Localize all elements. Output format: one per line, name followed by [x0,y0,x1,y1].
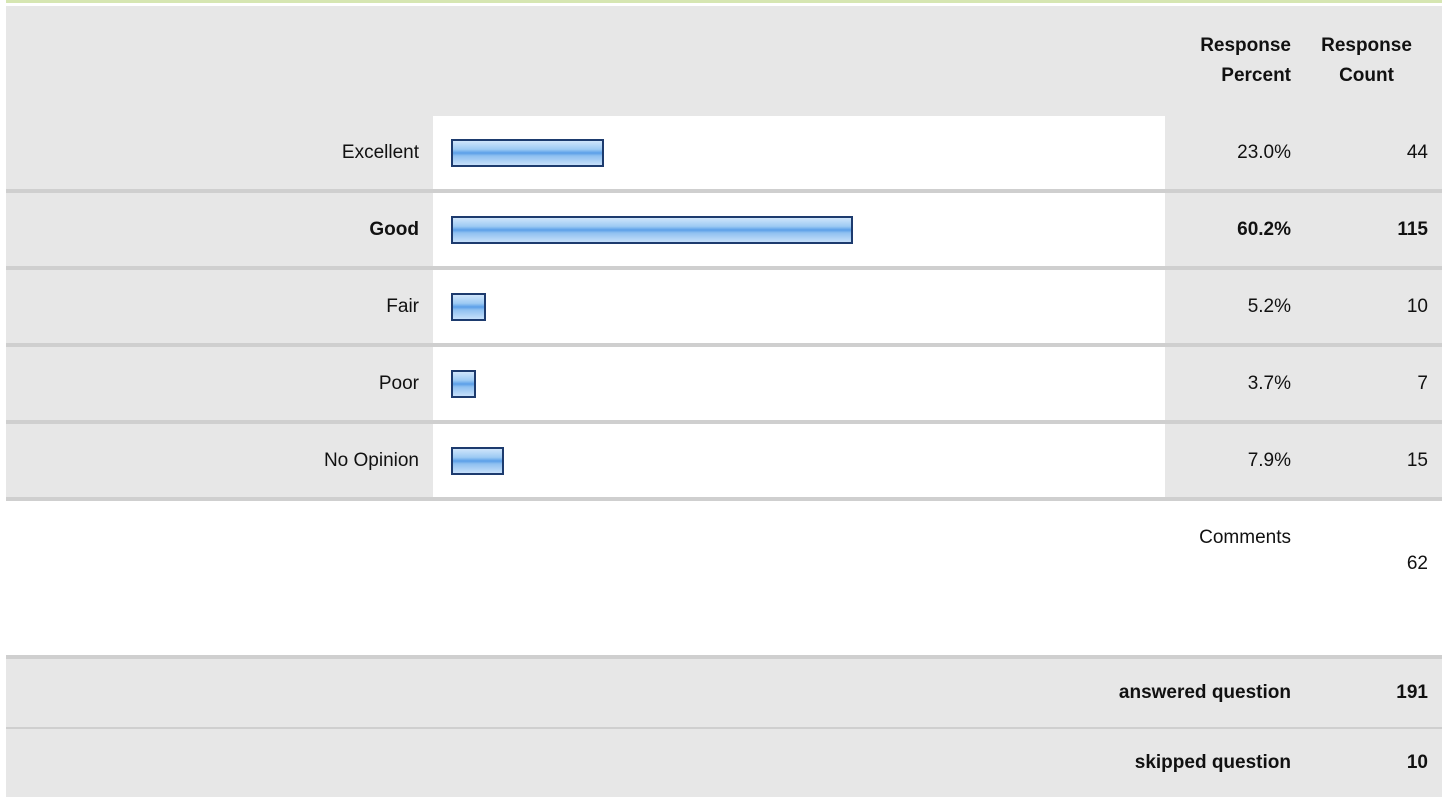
answer-label: Poor [6,345,433,424]
header-percent-line2: Percent [1221,65,1291,86]
survey-results-frame: Response Percent Response Count Excellen… [6,0,1442,797]
answered-question-label: answered question [6,657,1291,729]
header-blank-bar [433,6,1165,116]
table-row: No Opinion 7.9% 15 [6,422,1442,501]
comments-count: 62 [1291,499,1442,659]
response-bar [451,215,853,244]
header-count-line1: Response [1321,35,1412,56]
table-header: Response Percent Response Count [6,6,1442,116]
response-count: 15 [1291,422,1442,501]
comments-blank-bar [433,499,1165,659]
header-percent-line1: Response [1200,35,1291,56]
comments-label[interactable]: Comments [1165,499,1291,659]
response-count: 115 [1291,191,1442,270]
bar-cell [433,268,1165,347]
response-bar [451,292,486,321]
answered-question-row: answered question 191 [6,657,1442,729]
response-bar [451,446,504,475]
table-row: Excellent 23.0% 44 [6,116,1442,193]
header-response-percent: Response Percent [1165,6,1291,116]
response-percent: 23.0% [1165,116,1291,193]
header-response-count: Response Count [1291,6,1442,116]
response-bar [451,369,476,398]
response-count: 7 [1291,345,1442,424]
answer-label: Good [6,191,433,270]
answered-question-count: 191 [1291,657,1442,729]
response-bar [451,138,604,167]
response-percent: 60.2% [1165,191,1291,270]
response-percent: 5.2% [1165,268,1291,347]
table-row: Poor 3.7% 7 [6,345,1442,424]
skipped-question-row: skipped question 10 [6,728,1442,797]
comments-blank [6,499,433,659]
table-row: Good 60.2% 115 [6,191,1442,270]
response-percent: 3.7% [1165,345,1291,424]
bar-cell [433,345,1165,424]
bar-cell [433,116,1165,193]
bar-cell [433,422,1165,501]
survey-results-table: Response Percent Response Count Excellen… [6,6,1442,797]
answer-label: Excellent [6,116,433,193]
response-count: 44 [1291,116,1442,193]
comments-row: Comments 62 [6,499,1442,659]
table-row: Fair 5.2% 10 [6,268,1442,347]
response-percent: 7.9% [1165,422,1291,501]
answer-label: No Opinion [6,422,433,501]
answer-rows: Excellent 23.0% 44 Good 60.2% 115 Fair 5.2% 10 Po… [6,116,1442,501]
response-count: 10 [1291,268,1442,347]
skipped-question-count: 10 [1291,728,1442,797]
header-blank [6,6,433,116]
bar-cell [433,191,1165,270]
header-count-line2: Count [1339,65,1394,86]
skipped-question-label: skipped question [6,728,1291,797]
answer-label: Fair [6,268,433,347]
